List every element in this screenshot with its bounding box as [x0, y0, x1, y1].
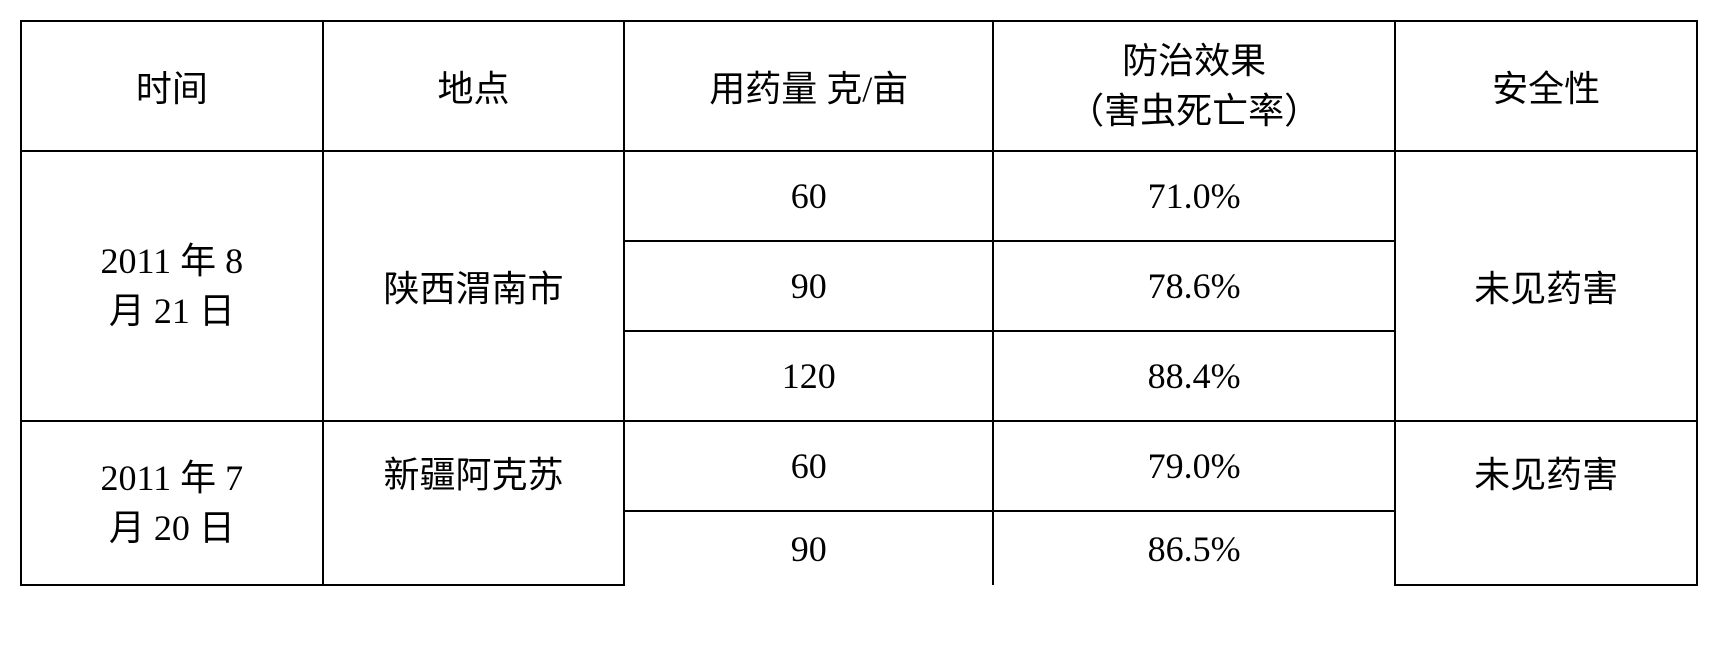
col-header-time: 时间	[21, 21, 323, 151]
cell-effect: 86.5%	[993, 511, 1395, 585]
cell-place: 陕西渭南市	[323, 151, 625, 421]
col-header-effect: 防治效果（害虫死亡率）	[993, 21, 1395, 151]
cell-dose: 60	[624, 421, 993, 511]
col-header-place: 地点	[323, 21, 625, 151]
cell-place: 新疆阿克苏	[323, 421, 625, 585]
table-row: 2011 年 8月 21 日 陕西渭南市 60 71.0% 未见药害	[21, 151, 1697, 241]
cell-dose: 90	[624, 511, 993, 585]
table-header-row: 时间 地点 用药量 克/亩 防治效果（害虫死亡率） 安全性	[21, 21, 1697, 151]
col-header-safety: 安全性	[1395, 21, 1697, 151]
efficacy-table: 时间 地点 用药量 克/亩 防治效果（害虫死亡率） 安全性 2011 年 8月 …	[20, 20, 1698, 586]
cell-time: 2011 年 8月 21 日	[21, 151, 323, 421]
cell-effect: 79.0%	[993, 421, 1395, 511]
cell-safety: 未见药害	[1395, 151, 1697, 421]
col-header-dose: 用药量 克/亩	[624, 21, 993, 151]
cell-dose: 120	[624, 331, 993, 421]
cell-dose: 60	[624, 151, 993, 241]
cell-effect: 88.4%	[993, 331, 1395, 421]
cell-dose: 90	[624, 241, 993, 331]
cell-time: 2011 年 7月 20 日	[21, 421, 323, 585]
cell-effect: 78.6%	[993, 241, 1395, 331]
table-row: 2011 年 7月 20 日 新疆阿克苏 60 79.0% 未见药害	[21, 421, 1697, 511]
cell-safety: 未见药害	[1395, 421, 1697, 585]
cell-effect: 71.0%	[993, 151, 1395, 241]
